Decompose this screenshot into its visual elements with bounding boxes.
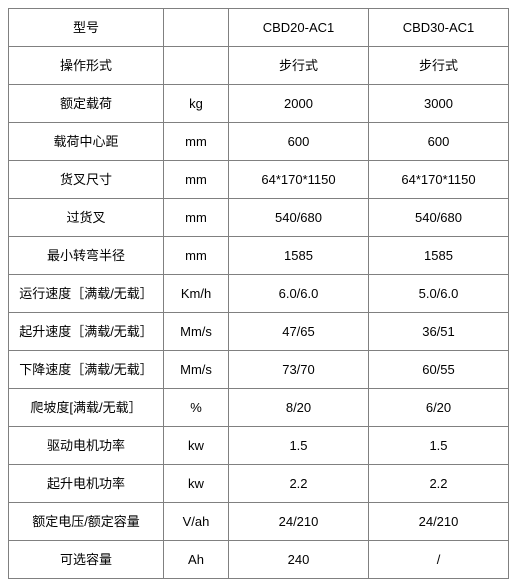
header-unit	[164, 9, 229, 47]
row-label: 最小转弯半径	[9, 237, 164, 275]
row-value-2: 2.2	[369, 465, 509, 503]
row-value-1: 1585	[229, 237, 369, 275]
row-unit: mm	[164, 123, 229, 161]
row-unit: Mm/s	[164, 351, 229, 389]
row-value-1: 600	[229, 123, 369, 161]
row-unit: Mm/s	[164, 313, 229, 351]
table-row: 载荷中心距mm600600	[9, 123, 509, 161]
row-value-2: 64*170*1150	[369, 161, 509, 199]
table-row: 爬坡度[满载/无载］%8/206/20	[9, 389, 509, 427]
row-value-1: 6.0/6.0	[229, 275, 369, 313]
row-value-1: 1.5	[229, 427, 369, 465]
row-value-2: 5.0/6.0	[369, 275, 509, 313]
row-value-2: 540/680	[369, 199, 509, 237]
header-label: 型号	[9, 9, 164, 47]
table-row: 下降速度［满载/无载］Mm/s73/7060/55	[9, 351, 509, 389]
row-value-1: 64*170*1150	[229, 161, 369, 199]
table-row: 操作形式 步行式步行式	[9, 47, 509, 85]
table-row: 起升电机功率kw2.22.2	[9, 465, 509, 503]
row-value-2: 3000	[369, 85, 509, 123]
row-value-1: 73/70	[229, 351, 369, 389]
row-value-2: 60/55	[369, 351, 509, 389]
table-row: 起升速度［满载/无载］Mm/s47/6536/51	[9, 313, 509, 351]
row-label: 运行速度［满载/无载］	[9, 275, 164, 313]
row-unit	[164, 47, 229, 85]
row-value-1: 540/680	[229, 199, 369, 237]
row-label: 起升速度［满载/无载］	[9, 313, 164, 351]
row-label: 下降速度［满载/无载］	[9, 351, 164, 389]
spec-table-body: 型号CBD20-AC1CBD30-AC1操作形式步行式步行式额定载荷kg2000…	[9, 9, 509, 579]
row-value-2: 1.5	[369, 427, 509, 465]
row-unit: Km/h	[164, 275, 229, 313]
row-unit: Ah	[164, 541, 229, 579]
row-label: 操作形式	[9, 47, 164, 85]
row-unit: mm	[164, 199, 229, 237]
row-label: 爬坡度[满载/无载］	[9, 389, 164, 427]
row-value-2: 36/51	[369, 313, 509, 351]
table-row: 最小转弯半径mm15851585	[9, 237, 509, 275]
row-label: 过货叉	[9, 199, 164, 237]
header-model-2: CBD30-AC1	[369, 9, 509, 47]
row-unit: mm	[164, 161, 229, 199]
row-value-2: 6/20	[369, 389, 509, 427]
row-value-2: 600	[369, 123, 509, 161]
row-label: 可选容量	[9, 541, 164, 579]
row-value-2: 步行式	[369, 47, 509, 85]
header-model-1: CBD20-AC1	[229, 9, 369, 47]
row-unit: mm	[164, 237, 229, 275]
row-value-1: 47/65	[229, 313, 369, 351]
row-value-1: 2.2	[229, 465, 369, 503]
table-row: 过货叉mm540/680540/680	[9, 199, 509, 237]
table-row: 额定载荷kg20003000	[9, 85, 509, 123]
row-unit: kw	[164, 427, 229, 465]
row-unit: kg	[164, 85, 229, 123]
row-label: 额定载荷	[9, 85, 164, 123]
table-row: 可选容量Ah240/	[9, 541, 509, 579]
table-header-row: 型号 CBD20-AC1CBD30-AC1	[9, 9, 509, 47]
row-value-2: 24/210	[369, 503, 509, 541]
row-value-1: 2000	[229, 85, 369, 123]
row-label: 货叉尺寸	[9, 161, 164, 199]
row-label: 驱动电机功率	[9, 427, 164, 465]
row-value-1: 240	[229, 541, 369, 579]
table-row: 额定电压/额定容量V/ah24/21024/210	[9, 503, 509, 541]
row-value-1: 8/20	[229, 389, 369, 427]
table-row: 驱动电机功率kw1.51.5	[9, 427, 509, 465]
row-value-1: 步行式	[229, 47, 369, 85]
row-label: 额定电压/额定容量	[9, 503, 164, 541]
row-unit: V/ah	[164, 503, 229, 541]
row-value-2: /	[369, 541, 509, 579]
table-row: 货叉尺寸mm64*170*115064*170*1150	[9, 161, 509, 199]
row-value-2: 1585	[369, 237, 509, 275]
row-unit: kw	[164, 465, 229, 503]
spec-table: 型号CBD20-AC1CBD30-AC1操作形式步行式步行式额定载荷kg2000…	[8, 8, 509, 579]
row-label: 载荷中心距	[9, 123, 164, 161]
row-label: 起升电机功率	[9, 465, 164, 503]
row-value-1: 24/210	[229, 503, 369, 541]
row-unit: %	[164, 389, 229, 427]
table-row: 运行速度［满载/无载］Km/h6.0/6.05.0/6.0	[9, 275, 509, 313]
